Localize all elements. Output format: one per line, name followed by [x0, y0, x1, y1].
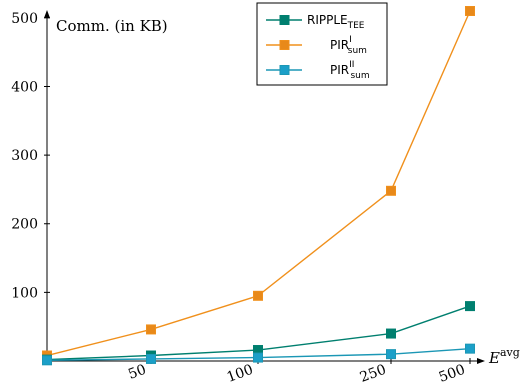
legend-label-sub: sum [350, 71, 369, 81]
y-tick-label: 100 [11, 285, 38, 301]
legend-label: PIRI sum [330, 35, 367, 56]
x-axis-arrow-icon [477, 358, 485, 364]
y-axis-label: Comm. (in KB) [56, 17, 168, 35]
series-point [253, 352, 263, 363]
series-point [465, 301, 475, 312]
legend-label-base: PIR [330, 63, 349, 77]
legend-label-base: RIPPLE [307, 13, 348, 27]
legend-box [256, 2, 388, 86]
legend-swatch-marker [279, 40, 290, 50]
series-point [386, 185, 396, 196]
legend-label-sup: II [349, 60, 354, 70]
y-tick-label: 300 [11, 148, 38, 164]
legend-label: PIRII sum [330, 60, 370, 81]
x-axis-label: Eavg [488, 346, 520, 367]
y-tick-label: 500 [11, 11, 38, 27]
y-ticks: 100 200 300 400 500 [11, 11, 50, 301]
series-point [146, 324, 156, 335]
x-tick-label: 100 [225, 362, 256, 385]
y-tick-label: 200 [11, 217, 38, 233]
x-ticks: 50 100 250 500 [126, 358, 471, 385]
series-point [386, 349, 396, 360]
legend-label-sub: sum [348, 46, 367, 56]
legend-label-base: PIR [330, 38, 349, 52]
x-axis-label-base: E [488, 349, 500, 367]
x-tick-label: 500 [437, 362, 468, 385]
series-layer [42, 6, 475, 366]
series-point [465, 343, 475, 354]
legend-swatch-marker [279, 65, 290, 75]
x-tick-label: 50 [126, 362, 148, 383]
series-point [253, 290, 263, 301]
y-axis-arrow-icon [44, 10, 50, 18]
x-axis-label-sup: avg [500, 346, 520, 359]
x-tick-label: 250 [358, 362, 389, 385]
legend-label-sup: I [349, 35, 352, 45]
legend-swatch-marker [279, 15, 290, 25]
series-point [386, 328, 396, 339]
y-tick-label: 400 [11, 79, 38, 95]
legend-label: RIPPLETEE [307, 13, 365, 31]
series-point [465, 6, 475, 16]
series-point [146, 353, 156, 364]
series-point [42, 355, 52, 366]
legend-label-sub: TEE [347, 21, 365, 31]
